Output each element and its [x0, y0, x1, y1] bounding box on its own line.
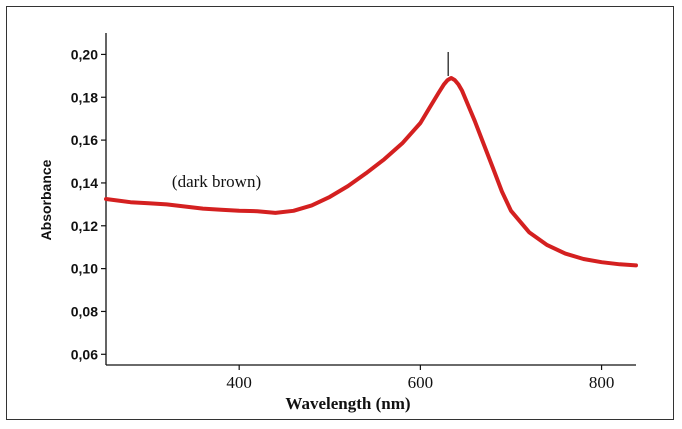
axes — [105, 33, 636, 366]
x-ticks: 400 600 800 — [226, 365, 614, 392]
y-tick-label: 0,08 — [71, 303, 98, 319]
y-tick-label: 0,10 — [71, 261, 98, 277]
annotation-layer: (dark brown) — [172, 51, 449, 191]
x-tick-label: 800 — [589, 373, 615, 392]
x-tick-label: 400 — [226, 373, 252, 392]
x-axis-label: Wavelength (nm) — [285, 394, 410, 413]
y-tick-label: 0,16 — [71, 132, 98, 148]
y-tick-label: 0,18 — [71, 89, 98, 105]
y-tick-label: 0,12 — [71, 218, 98, 234]
chart-frame — [6, 6, 674, 420]
absorbance-series-line — [104, 76, 638, 268]
sample-annotation: (dark brown) — [172, 172, 261, 191]
y-tick-label: 0,06 — [71, 346, 98, 362]
y-ticks: 0,06 0,08 0,10 0,12 0,14 0,16 0,18 0,20 — [71, 46, 106, 362]
y-tick-label: 0,14 — [71, 175, 98, 191]
y-tick-label: 0,20 — [71, 46, 98, 62]
series-layer — [104, 76, 638, 268]
y-axis-label: Absorbance — [38, 159, 54, 240]
x-tick-label: 600 — [408, 373, 434, 392]
